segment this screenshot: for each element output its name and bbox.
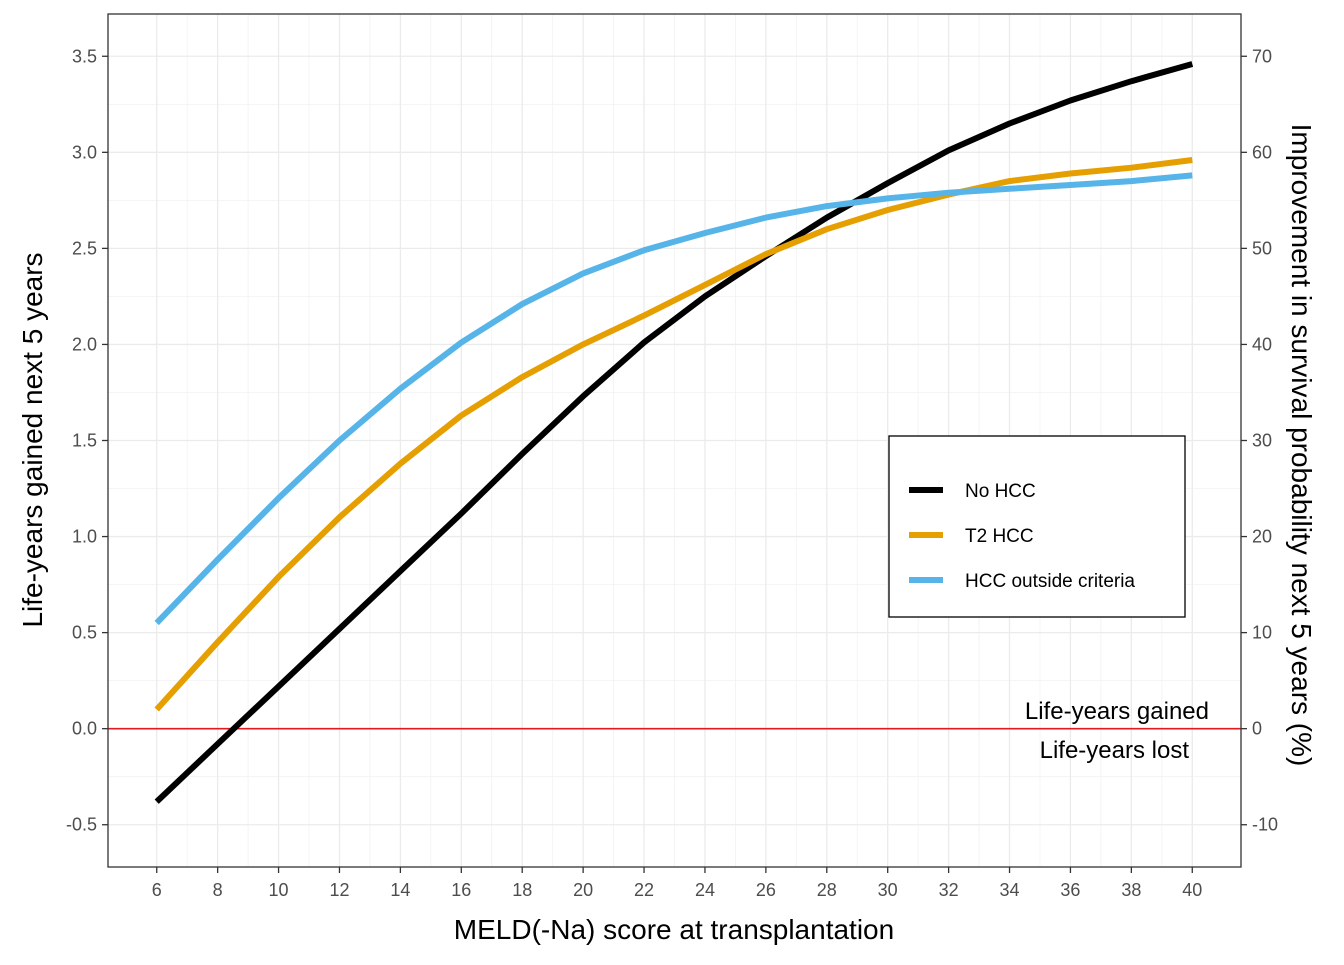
x-tick-label: 28 bbox=[817, 880, 837, 900]
y-tick-label: -0.5 bbox=[66, 815, 97, 835]
legend-box bbox=[888, 435, 1186, 618]
x-tick-label: 38 bbox=[1121, 880, 1141, 900]
y2-tick-label: 50 bbox=[1252, 238, 1272, 258]
y-axis-title: Life-years gained next 5 years bbox=[17, 252, 48, 627]
legend: No HCC T2 HCC HCC outside criteria bbox=[888, 435, 1186, 618]
legend-label: HCC outside criteria bbox=[965, 571, 1135, 592]
x-tick-label: 20 bbox=[573, 880, 593, 900]
y2-tick-label: 0 bbox=[1252, 719, 1262, 739]
legend-label: No HCC bbox=[965, 481, 1036, 502]
y2-tick-label: 20 bbox=[1252, 527, 1272, 547]
x-tick-label: 40 bbox=[1182, 880, 1202, 900]
y-tick-label: 2.5 bbox=[72, 238, 97, 258]
x-tick-label: 32 bbox=[939, 880, 959, 900]
x-tick-label: 16 bbox=[451, 880, 471, 900]
x-tick-label: 34 bbox=[1000, 880, 1020, 900]
x-axis-title: MELD(-Na) score at transplantation bbox=[454, 914, 894, 945]
y-axis-right: -10 0 10 20 30 40 50 60 70 bbox=[1241, 46, 1278, 835]
y-tick-label: 3.5 bbox=[72, 46, 97, 66]
y2-tick-label: -10 bbox=[1252, 815, 1278, 835]
y2-tick-label: 30 bbox=[1252, 431, 1272, 451]
series-line-no-hcc bbox=[154, 61, 1194, 804]
y2-tick-label: 10 bbox=[1252, 623, 1272, 643]
x-tick-label: 6 bbox=[152, 880, 162, 900]
y-tick-label: 3.0 bbox=[72, 142, 97, 162]
y-tick-label: 2.0 bbox=[72, 334, 97, 354]
x-tick-label: 8 bbox=[213, 880, 223, 900]
x-tick-label: 14 bbox=[390, 880, 410, 900]
x-tick-label: 18 bbox=[512, 880, 532, 900]
x-tick-label: 24 bbox=[695, 880, 715, 900]
y-tick-label: 0.0 bbox=[72, 719, 97, 739]
legend-label: T2 HCC bbox=[965, 526, 1034, 547]
annotation-life-years-lost: Life-years lost bbox=[1040, 737, 1190, 764]
x-tick-label: 12 bbox=[329, 880, 349, 900]
series-lines bbox=[154, 61, 1194, 804]
x-tick-label: 10 bbox=[269, 880, 289, 900]
x-tick-label: 36 bbox=[1060, 880, 1080, 900]
y2-tick-label: 40 bbox=[1252, 334, 1272, 354]
y2-tick-label: 60 bbox=[1252, 142, 1272, 162]
y-tick-label: 0.5 bbox=[72, 623, 97, 643]
major-grid bbox=[108, 14, 1241, 867]
series-line-hcc-outside-criteria bbox=[154, 172, 1193, 626]
x-tick-label: 30 bbox=[878, 880, 898, 900]
y-tick-label: 1.5 bbox=[72, 431, 97, 451]
x-axis: 6 8 10 12 14 16 18 20 22 24 26 28 30 32 34 36 38 40 bbox=[152, 867, 1202, 900]
y2-tick-label: 70 bbox=[1252, 46, 1272, 66]
annotation-life-years-gained: Life-years gained bbox=[1025, 698, 1209, 725]
y-tick-label: 1.0 bbox=[72, 527, 97, 547]
y-axis-left: -0.5 0.0 0.5 1.0 1.5 2.0 2.5 3.0 3.5 bbox=[66, 46, 108, 835]
x-tick-label: 26 bbox=[756, 880, 776, 900]
y2-axis-title: Improvement in survival probability next… bbox=[1286, 124, 1317, 767]
x-tick-label: 22 bbox=[634, 880, 654, 900]
series-line-t2-hcc bbox=[154, 157, 1193, 712]
